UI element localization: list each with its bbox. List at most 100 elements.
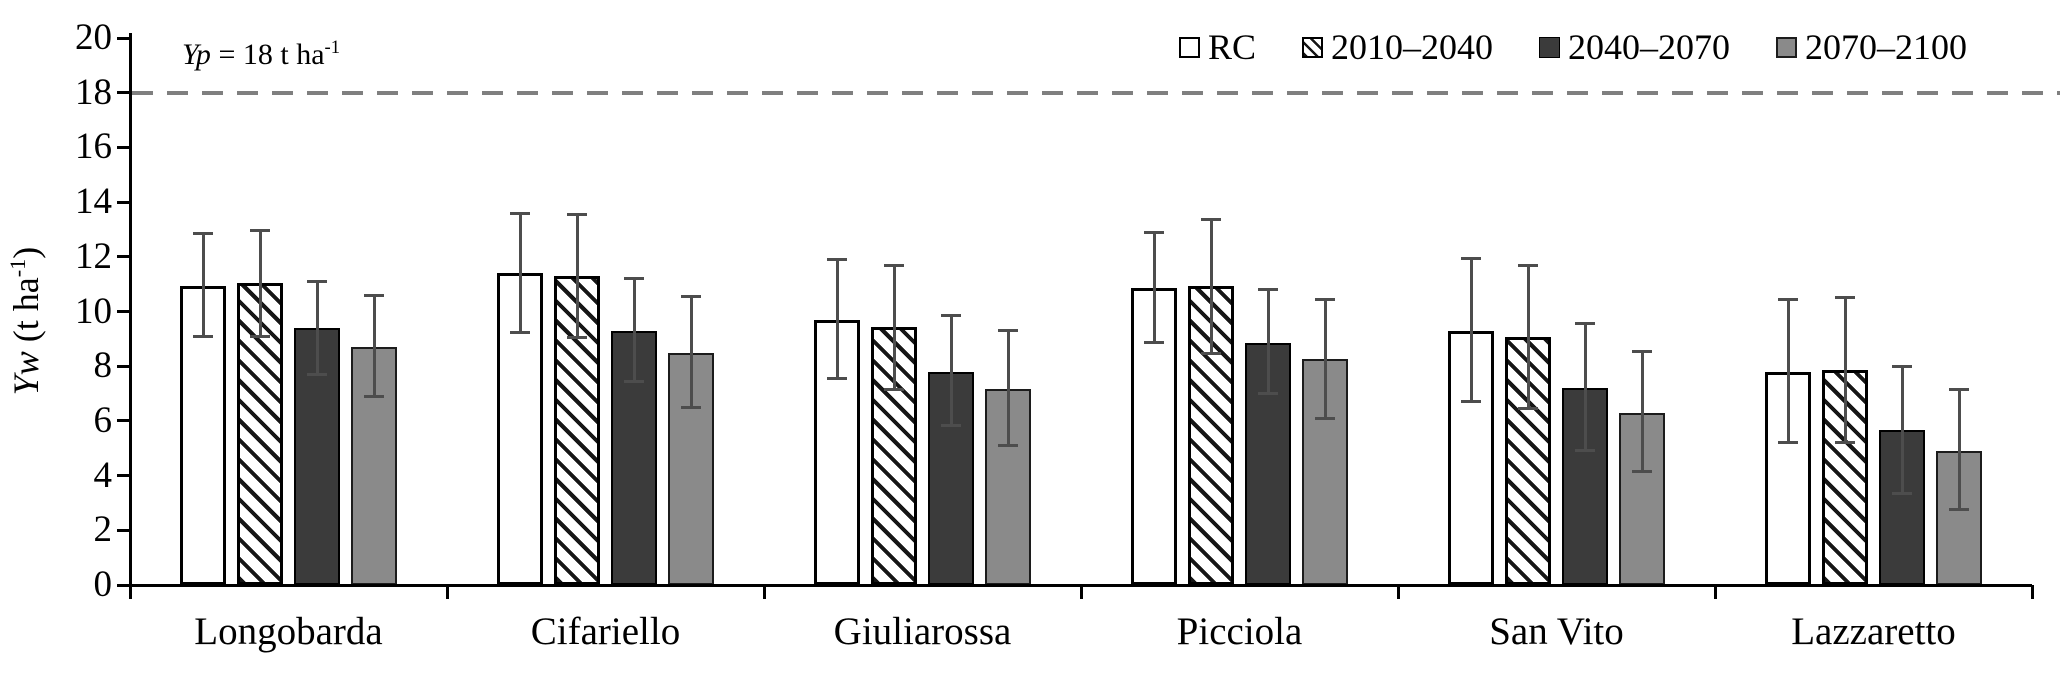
x-boundary-tick-3 xyxy=(1079,585,1083,599)
error-bar-line-2040–2070-longobarda xyxy=(315,281,319,375)
error-bar-cap-bottom-2040–2070-san-vito xyxy=(1575,449,1595,453)
error-bar-line-rc-longobarda xyxy=(201,233,205,337)
y-tick-label-12: 12 xyxy=(75,235,112,277)
legend-item-2040–2070: 2040–2070 xyxy=(1539,26,1730,68)
y-tick-label-10: 10 xyxy=(75,290,112,332)
error-bar-line-2010–2040-cifariello xyxy=(575,214,579,338)
error-bar-cap-bottom-2070–2100-cifariello xyxy=(681,405,701,409)
error-bar-cap-bottom-2040–2070-longobarda xyxy=(307,372,327,376)
error-bar-cap-top-2040–2070-cifariello xyxy=(624,277,644,281)
error-bar-line-2010–2040-san-vito xyxy=(1526,265,1530,409)
error-bar-cap-bottom-rc-picciola xyxy=(1144,341,1164,345)
legend-swatch-2070–2100 xyxy=(1776,36,1798,58)
error-bar-cap-bottom-2010–2040-san-vito xyxy=(1518,407,1538,411)
y-tick-label-4: 4 xyxy=(93,454,113,496)
error-bar-cap-bottom-rc-giuliarossa xyxy=(827,377,847,380)
x-boundary-tick-0 xyxy=(128,585,132,599)
error-bar-cap-top-2070–2100-picciola xyxy=(1315,297,1335,301)
y-tick-16 xyxy=(117,145,130,149)
error-bar-cap-bottom-2040–2070-cifariello xyxy=(624,379,644,383)
y-tick-4 xyxy=(117,474,130,478)
error-bar-cap-top-2040–2070-longobarda xyxy=(307,279,327,283)
error-bar-line-2040–2070-cifariello xyxy=(632,278,636,382)
error-bar-line-2040–2070-san-vito xyxy=(1583,323,1587,451)
error-bar-cap-top-2070–2100-lazzaretto xyxy=(1949,387,1969,391)
error-bar-line-2040–2070-giuliarossa xyxy=(949,315,953,425)
error-bar-cap-bottom-2010–2040-picciola xyxy=(1201,352,1221,356)
error-bar-cap-top-2070–2100-giuliarossa xyxy=(998,329,1018,333)
error-bar-cap-top-2070–2100-longobarda xyxy=(364,293,384,297)
yp-reference-label-italic: Yp xyxy=(182,38,211,71)
y-tick-label-2: 2 xyxy=(93,509,113,551)
y-tick-6 xyxy=(117,419,130,423)
error-bar-cap-top-2070–2100-cifariello xyxy=(681,294,701,298)
y-tick-label-8: 8 xyxy=(93,345,113,387)
x-boundary-tick-1 xyxy=(445,585,449,599)
error-bar-line-2070–2100-picciola xyxy=(1323,299,1327,419)
legend-swatch-2010–2040 xyxy=(1302,36,1324,58)
error-bar-cap-bottom-2010–2040-giuliarossa xyxy=(884,387,904,391)
error-bar-cap-top-2010–2040-longobarda xyxy=(250,229,270,233)
error-bar-cap-bottom-2070–2100-picciola xyxy=(1315,416,1335,420)
x-category-label-lazzaretto: Lazzaretto xyxy=(1791,610,1956,653)
x-boundary-tick-2 xyxy=(762,585,766,599)
y-tick-14 xyxy=(117,200,130,204)
error-bar-line-2070–2100-cifariello xyxy=(689,296,693,408)
error-bar-line-rc-san-vito xyxy=(1469,258,1473,402)
error-bar-cap-bottom-rc-longobarda xyxy=(193,334,213,338)
error-bar-cap-top-2010–2040-giuliarossa xyxy=(884,263,904,267)
error-bar-cap-top-rc-san-vito xyxy=(1461,256,1481,260)
error-bar-cap-top-rc-giuliarossa xyxy=(827,258,847,262)
error-bar-cap-top-2070–2100-san-vito xyxy=(1632,349,1652,353)
error-bar-cap-top-rc-cifariello xyxy=(510,211,530,215)
y-tick-label-16: 16 xyxy=(75,126,112,168)
error-bar-line-rc-lazzaretto xyxy=(1786,299,1790,443)
yp-reference-label: Yp = 18 t ha-1 xyxy=(182,37,341,71)
error-bar-line-rc-giuliarossa xyxy=(835,259,839,379)
error-bar-line-2010–2040-picciola xyxy=(1209,219,1213,354)
x-category-label-cifariello: Cifariello xyxy=(530,610,681,653)
error-bar-cap-top-2040–2070-san-vito xyxy=(1575,322,1595,326)
x-category-label-giuliarossa: Giuliarossa xyxy=(833,610,1012,653)
error-bar-cap-top-2010–2040-picciola xyxy=(1201,218,1221,222)
error-bar-cap-top-2010–2040-lazzaretto xyxy=(1835,296,1855,300)
y-tick-label-14: 14 xyxy=(75,181,112,223)
error-bar-cap-top-2040–2070-picciola xyxy=(1258,288,1278,292)
error-bar-cap-bottom-2010–2040-lazzaretto xyxy=(1835,441,1855,445)
y-tick-label-6: 6 xyxy=(93,399,113,441)
bar-2010–2040-giuliarossa xyxy=(871,326,917,585)
x-boundary-tick-6 xyxy=(2030,585,2034,599)
error-bar-line-2070–2100-longobarda xyxy=(372,295,376,397)
error-bar-cap-bottom-2040–2070-picciola xyxy=(1258,392,1278,396)
error-bar-cap-top-2040–2070-lazzaretto xyxy=(1892,364,1912,368)
y-tick-label-20: 20 xyxy=(75,17,112,58)
error-bar-cap-bottom-2010–2040-longobarda xyxy=(250,334,270,338)
error-bar-cap-top-rc-picciola xyxy=(1144,230,1164,234)
legend-swatch-rc xyxy=(1179,36,1200,58)
error-bar-cap-bottom-2010–2040-cifariello xyxy=(567,335,587,339)
x-category-label-picciola: Picciola xyxy=(1176,610,1303,653)
legend-label-2010–2040: 2010–2040 xyxy=(1331,27,1494,67)
error-bar-line-2040–2070-picciola xyxy=(1266,289,1270,394)
error-bar-cap-bottom-rc-lazzaretto xyxy=(1778,441,1798,445)
y-tick-12 xyxy=(117,255,130,259)
y-tick-10 xyxy=(117,310,130,313)
error-bar-line-2010–2040-longobarda xyxy=(258,230,262,337)
error-bar-cap-bottom-2070–2100-lazzaretto xyxy=(1949,508,1969,512)
error-bar-cap-bottom-2040–2070-giuliarossa xyxy=(941,423,961,427)
legend: RC 2010–2040 2040–2070 2070–2100 xyxy=(1179,26,1967,68)
legend-swatch-2040–2070 xyxy=(1539,36,1561,58)
error-bar-cap-top-2010–2040-cifariello xyxy=(567,212,587,216)
legend-item-2070–2100: 2070–2100 xyxy=(1776,26,1967,68)
error-bar-line-2070–2100-lazzaretto xyxy=(1957,389,1961,510)
bar-rc-giuliarossa xyxy=(814,319,860,585)
legend-item-2010–2040: 2010–2040 xyxy=(1302,26,1493,68)
error-bar-cap-bottom-2040–2070-lazzaretto xyxy=(1892,491,1912,495)
bar-2010–2040-lazzaretto xyxy=(1822,370,1868,585)
error-bar-cap-top-2040–2070-giuliarossa xyxy=(941,314,961,318)
error-bar-cap-bottom-rc-cifariello xyxy=(510,330,530,334)
error-bar-line-2070–2100-san-vito xyxy=(1640,351,1644,472)
bar-rc-san-vito xyxy=(1448,330,1494,585)
error-bar-line-2070–2100-giuliarossa xyxy=(1006,330,1010,446)
error-bar-cap-bottom-2070–2100-giuliarossa xyxy=(998,444,1018,447)
